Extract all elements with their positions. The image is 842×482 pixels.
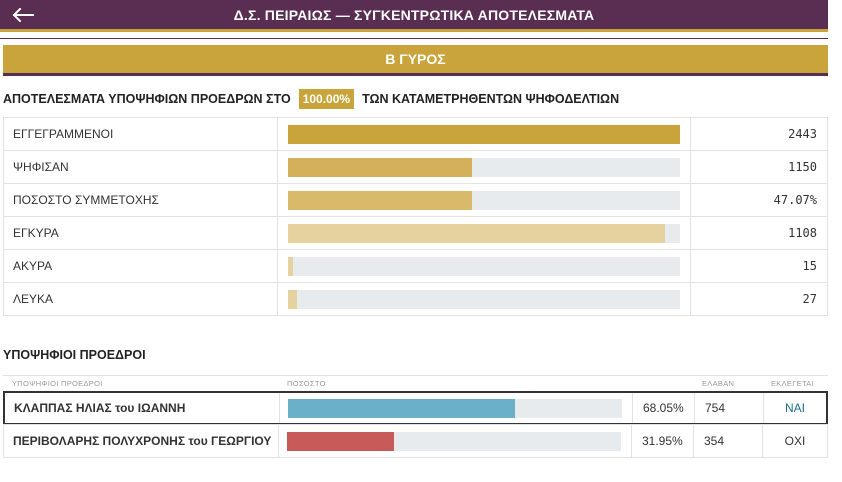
stat-bar-track bbox=[287, 223, 680, 243]
stat-bar-cell bbox=[276, 249, 691, 283]
stats-row: ΛΕΥΚΑ 27 bbox=[3, 282, 829, 316]
stats-row: ΑΚΥΡΑ 15 bbox=[3, 249, 829, 283]
stats-row: ΕΓΚΥΡΑ 1108 bbox=[3, 216, 829, 250]
column-percent: ΠΟΣΟΣΤΟ bbox=[287, 379, 326, 388]
counted-percent-badge: 100.00% bbox=[298, 89, 355, 109]
stats-table: ΕΓΓΕΓΡΑΜΜΕΝΟΙ 2443 ΨΗΦΙΣΑΝ 1150 ΠΟΣΟΣΤΟ ΣΥΜΜ… bbox=[3, 117, 829, 316]
stat-value: 1150 bbox=[689, 150, 829, 184]
stat-label: ΠΟΣΟΣΤΟ ΣΥΜΜΕΤΟΧΗΣ bbox=[3, 183, 278, 217]
stat-label: ΛΕΥΚΑ bbox=[3, 282, 278, 316]
candidate-name: ΚΛΑΠΠΑΣ ΗΛΙΑΣ του ΙΩΑΝΝΗ bbox=[5, 393, 280, 423]
candidate-name: ΠΕΡΙΒΟΛΑΡΗΣ ΠΟΛΥΧΡΟΝΗΣ του ΓΕΩΡΓΙΟΥ bbox=[4, 425, 279, 457]
candidate-votes: 354 bbox=[694, 425, 763, 457]
candidate-elected-status: ΟΧΙ bbox=[784, 434, 806, 448]
candidate-percent: 31.95% bbox=[632, 425, 694, 457]
stat-bar-fill bbox=[287, 289, 297, 309]
stat-bar-cell bbox=[276, 150, 691, 184]
stat-bar-track bbox=[287, 190, 680, 210]
candidate-bar-fill bbox=[287, 431, 394, 451]
results-heading-suffix: ΤΩΝ ΚΑΤΑΜΕΤΡΗΘΕΝΤΩΝ ΨΗΦΟΔΕΛΤΙΩΝ bbox=[362, 92, 620, 106]
column-votes: ΕΛΑΒΑΝ bbox=[702, 379, 735, 388]
stats-row: ΠΟΣΟΣΤΟ ΣΥΜΜΕΤΟΧΗΣ 47.07% bbox=[3, 183, 829, 217]
stat-bar-fill bbox=[287, 124, 680, 144]
round-banner: Β ΓΥΡΟΣ bbox=[3, 45, 828, 76]
stat-label: ΕΓΚΥΡΑ bbox=[3, 216, 278, 250]
stat-bar-fill bbox=[287, 157, 473, 177]
stats-row: ΨΗΦΙΣΑΝ 1150 bbox=[3, 150, 829, 184]
column-elected: ΕΚΛΕΓΕΤΑΙ bbox=[771, 379, 814, 388]
round-label: Β ΓΥΡΟΣ bbox=[385, 51, 446, 67]
stat-bar-fill bbox=[287, 223, 666, 243]
candidate-votes: 754 bbox=[695, 393, 764, 423]
candidate-bar-track bbox=[288, 398, 622, 418]
stat-label: ΑΚΥΡΑ bbox=[3, 249, 278, 283]
candidate-bar-cell bbox=[279, 425, 632, 457]
candidates-heading: ΥΠΟΨΗΦΙΟΙ ΠΡΟΕΔΡΟΙ bbox=[3, 348, 146, 362]
candidate-row: ΚΛΑΠΠΑΣ ΗΛΙΑΣ του ΙΩΑΝΝΗ 68.05% 754 ΝΑΙ bbox=[3, 391, 828, 425]
stats-row: ΕΓΓΕΓΡΑΜΜΕΝΟΙ 2443 bbox=[3, 117, 829, 151]
results-heading-prefix: ΑΠΟΤΕΛΕΣΜΑΤΑ ΥΠΟΨΗΦΙΩΝ ΠΡΟΕΔΡΩΝ ΣΤΟ bbox=[3, 92, 291, 106]
candidate-row: ΠΕΡΙΒΟΛΑΡΗΣ ΠΟΛΥΧΡΟΝΗΣ του ΓΕΩΡΓΙΟΥ 31.95… bbox=[3, 424, 828, 458]
candidate-bar-track bbox=[287, 431, 621, 451]
stat-bar-track bbox=[287, 124, 680, 144]
stat-label: ΕΓΓΕΓΡΑΜΜΕΝΟΙ bbox=[3, 117, 278, 151]
page-title: Δ.Σ. ΠΕΙΡΑΙΩΣ — ΣΥΓΚΕΝΤΡΩΤΙΚΑ ΑΠΟΤΕΛΕΣΜΑ… bbox=[233, 6, 595, 23]
candidate-elected-status: ΝΑΙ bbox=[784, 401, 805, 415]
stat-value: 2443 bbox=[689, 117, 829, 151]
stat-bar-track bbox=[287, 289, 680, 309]
stat-bar-cell bbox=[276, 117, 691, 151]
candidates-column-header: ΥΠΟΨΗΦΙΟΙ ΠΡΟΕΔΡΟΙ ΠΟΣΟΣΤΟ ΕΛΑΒΑΝ ΕΚΛΕΓΕ… bbox=[3, 375, 828, 389]
stat-bar-cell bbox=[276, 183, 691, 217]
stat-value: 1108 bbox=[689, 216, 829, 250]
stat-value: 15 bbox=[689, 249, 829, 283]
stat-value: 27 bbox=[689, 282, 829, 316]
header-divider bbox=[0, 38, 828, 39]
top-header: Δ.Σ. ΠΕΙΡΑΙΩΣ — ΣΥΓΚΕΝΤΡΩΤΙΚΑ ΑΠΟΤΕΛΕΣΜΑ… bbox=[0, 0, 828, 32]
candidate-bar-cell bbox=[280, 393, 633, 423]
arrow-left-icon bbox=[12, 8, 34, 22]
stat-bar-fill bbox=[287, 256, 293, 276]
column-name: ΥΠΟΨΗΦΙΟΙ ΠΡΟΕΔΡΟΙ bbox=[12, 379, 103, 388]
back-button[interactable] bbox=[10, 4, 36, 26]
candidate-bar-fill bbox=[288, 398, 516, 418]
stat-label: ΨΗΦΙΣΑΝ bbox=[3, 150, 278, 184]
stat-value: 47.07% bbox=[689, 183, 829, 217]
stat-bar-track bbox=[287, 157, 680, 177]
stat-bar-cell bbox=[276, 216, 691, 250]
stat-bar-track bbox=[287, 256, 680, 276]
stat-bar-fill bbox=[287, 190, 473, 210]
candidate-percent: 68.05% bbox=[633, 393, 695, 423]
stat-bar-cell bbox=[276, 282, 691, 316]
results-heading: ΑΠΟΤΕΛΕΣΜΑΤΑ ΥΠΟΨΗΦΙΩΝ ΠΡΟΕΔΡΩΝ ΣΤΟ 100.… bbox=[3, 88, 619, 110]
